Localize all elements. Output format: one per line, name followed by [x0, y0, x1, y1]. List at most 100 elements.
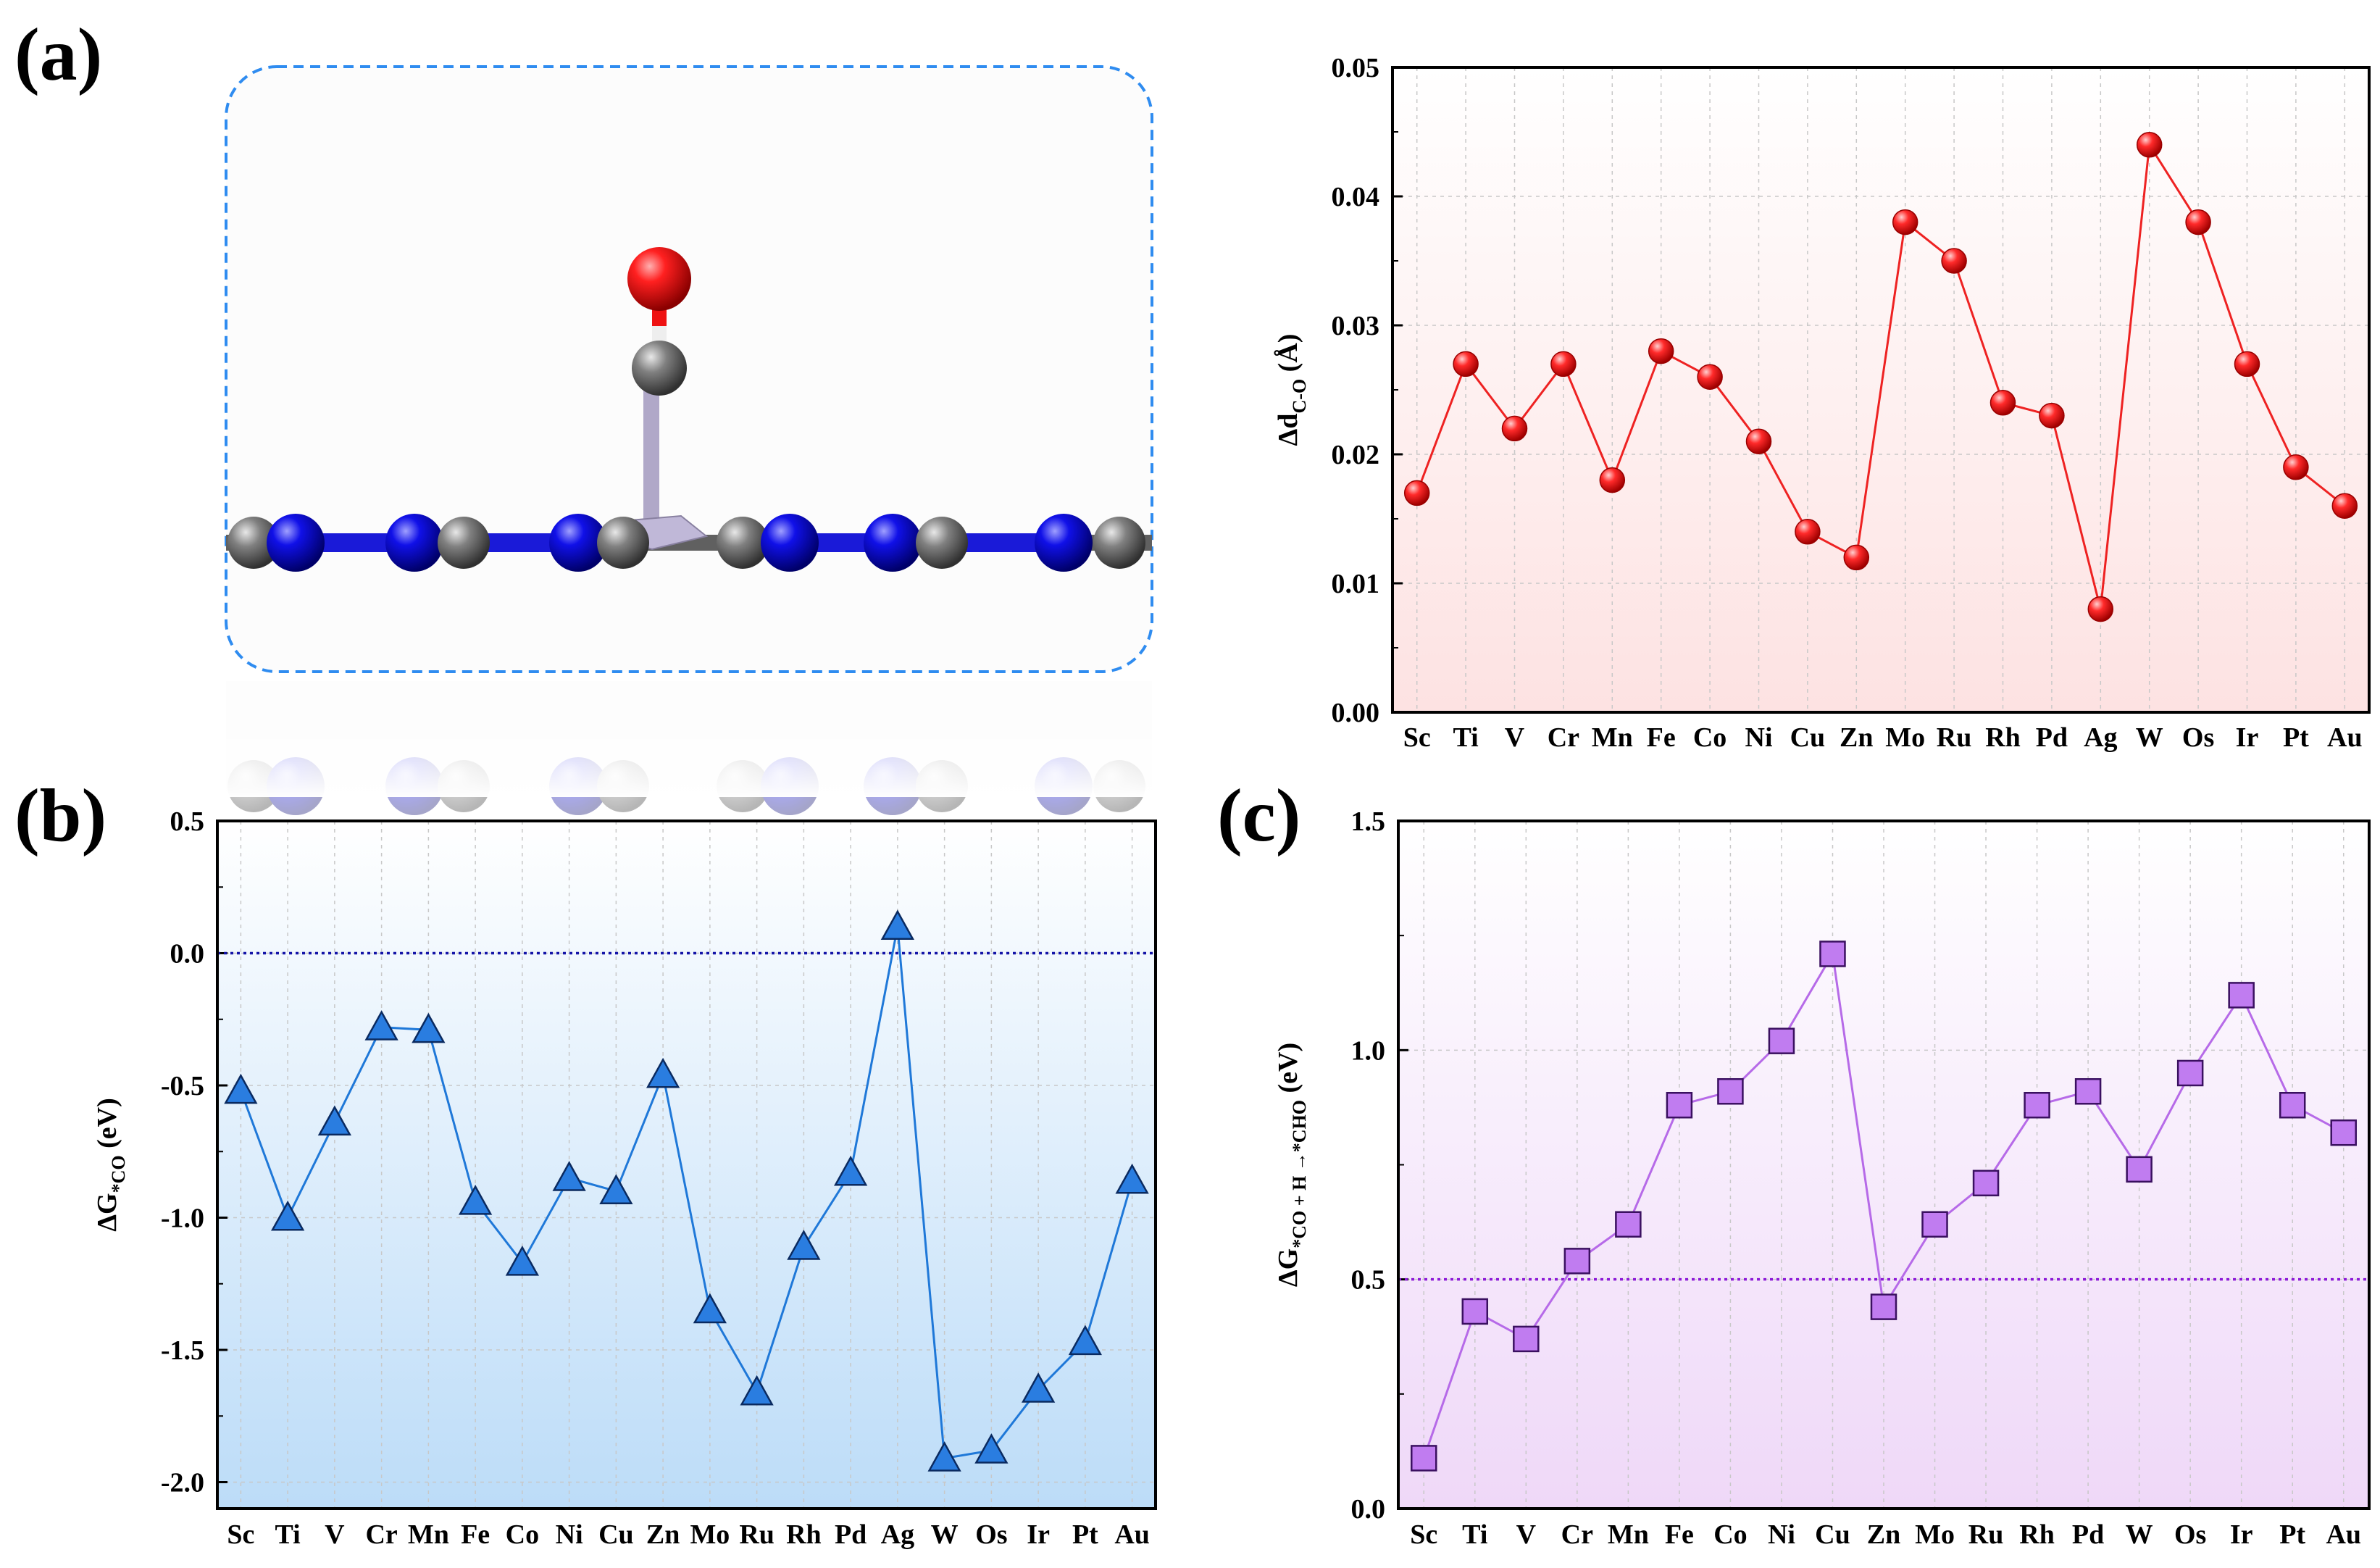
data-point: [1461, 1298, 1489, 1325]
chart-b: -2.0 -1.5 -1.0 -0.5 0.0 0.5 Sc Ti V Cr Mn Fe Co Ni Cu Z…: [92, 806, 1157, 1550]
data-point: [1563, 1248, 1591, 1275]
x-tick-label: Ru: [1937, 722, 1972, 753]
nitrogen-atom-9: [864, 514, 922, 572]
x-tick-label: Rh: [1985, 722, 2021, 753]
data-point: [1941, 248, 1967, 274]
x-tick-label: Au: [1114, 1519, 1150, 1550]
data-point: [1403, 480, 1430, 506]
series-line: [1416, 141, 2346, 609]
x-tick-label: W: [2136, 722, 2163, 753]
y-tick-label: 0.03: [1332, 311, 1380, 341]
x-tick-label: Fe: [1665, 1519, 1694, 1550]
x-tick-label: Rh: [2019, 1519, 2055, 1550]
nitrogen-atom-3: [385, 514, 443, 572]
x-tick-label: Zn: [1840, 722, 1873, 753]
x-tick-label: Mo: [1915, 1519, 1955, 1550]
plot-frame: [1391, 66, 2371, 714]
data-point: [1768, 1027, 1795, 1054]
data-point: [505, 1245, 539, 1276]
sheet-bond-nitrogen-4: [956, 533, 1043, 552]
carbon-atom-4: [438, 517, 490, 569]
data-point: [1795, 519, 1821, 545]
x-tick-label: Ni: [1768, 1519, 1795, 1550]
carbon-atom-10: [916, 517, 968, 569]
x-tick-label: Ni: [556, 1519, 583, 1550]
x-tick-label: W: [2126, 1519, 2153, 1550]
y-tick-label: -1.0: [161, 1204, 204, 1234]
x-tick-label: Os: [2174, 1519, 2206, 1550]
data-point: [2087, 596, 2114, 622]
x-tick-label: Os: [975, 1519, 1007, 1550]
y-tick-label: 0.0: [1351, 1494, 1386, 1525]
data-point: [2024, 1092, 2050, 1119]
plot-frame: [1397, 820, 2371, 1510]
data-point: [1599, 467, 1626, 493]
carbon-atom-6: [597, 517, 649, 569]
x-tick-label: Zn: [1867, 1519, 1900, 1550]
data-point: [317, 1105, 351, 1136]
data-point: [2234, 351, 2260, 378]
x-tick-label: Ir: [2236, 722, 2259, 753]
y-tick-label: 0.05: [1332, 53, 1380, 83]
x-tick-label: V: [1516, 1519, 1537, 1550]
nitrogen-atom-5: [549, 514, 607, 572]
nitrogen-atom-2: [267, 514, 325, 572]
carbon-atom-12: [1093, 517, 1145, 569]
x-tick-label: Ru: [739, 1519, 774, 1550]
x-tick-label: Pt: [2283, 722, 2309, 753]
data-point: [1115, 1163, 1149, 1194]
data-point: [1697, 364, 1723, 390]
data-point: [271, 1200, 305, 1231]
x-tick-label: Mo: [1885, 722, 1925, 753]
molecule-illustration: [225, 65, 1153, 815]
x-tick-label: Fe: [1647, 722, 1676, 753]
sheet-atoms: [227, 514, 1145, 572]
y-tick-label: -1.5: [161, 1335, 204, 1366]
y-tick-label: 0.02: [1332, 440, 1380, 470]
carbon-atom-1: [227, 517, 280, 569]
data-point: [1843, 544, 1870, 571]
y-axis-title: ΔG*CO + H →*CHO (eV): [1273, 1043, 1310, 1287]
x-tick-label: Co: [1713, 1519, 1747, 1550]
nitrogen-atom-8: [761, 514, 819, 572]
x-tick-label: Pt: [1072, 1519, 1098, 1550]
data-point: [1921, 1211, 1948, 1238]
carbon-atom-co: [632, 341, 687, 396]
chart-c: 0.0 0.5 1.0 1.5 Sc Ti V Cr Mn Fe Co Ni Cu Zn Mo Ru Rh Pd W…: [1273, 806, 2371, 1550]
data-point: [2074, 1078, 2102, 1105]
plot-frame: [216, 820, 1157, 1510]
x-tick-label: Cu: [598, 1519, 634, 1550]
plot-area: [217, 821, 1156, 1509]
data-point: [2185, 209, 2211, 235]
x-tick-label: Sc: [1403, 722, 1431, 753]
x-tick-label: Ag: [881, 1519, 914, 1550]
sheet-bond-nitrogen-1: [312, 533, 398, 552]
x-tick-label: Au: [2327, 722, 2363, 753]
x-tick-label: Ni: [1745, 722, 1773, 753]
data-point: [2228, 982, 2255, 1009]
data-point: [412, 1012, 446, 1043]
y-tick-label: -0.5: [161, 1071, 204, 1101]
x-tick-label: Mo: [690, 1519, 730, 1550]
data-point: [693, 1293, 727, 1324]
oxygen-atom: [627, 247, 691, 311]
y-axis-title: ΔdC-O (Å): [1273, 334, 1310, 446]
data-point: [1666, 1092, 1693, 1119]
x-tick-label: Ag: [2084, 722, 2117, 753]
molecule-reflection: [226, 681, 1152, 815]
x-tick-label: Ti: [1462, 1519, 1487, 1550]
y-tick-label: 1.0: [1351, 1035, 1386, 1066]
data-point: [1022, 1372, 1056, 1403]
data-point: [2176, 1059, 2204, 1087]
data-point: [1068, 1325, 1102, 1356]
data-point: [1615, 1211, 1642, 1238]
x-tick-label: Pt: [2279, 1519, 2305, 1550]
data-point: [1819, 941, 1846, 967]
molecule-frame: [225, 65, 1153, 673]
y-tick-label: 0.0: [170, 939, 205, 969]
data-point: [1745, 428, 1772, 454]
data-point: [459, 1185, 493, 1215]
x-tick-label: Os: [2182, 722, 2214, 753]
data-point: [740, 1375, 774, 1406]
